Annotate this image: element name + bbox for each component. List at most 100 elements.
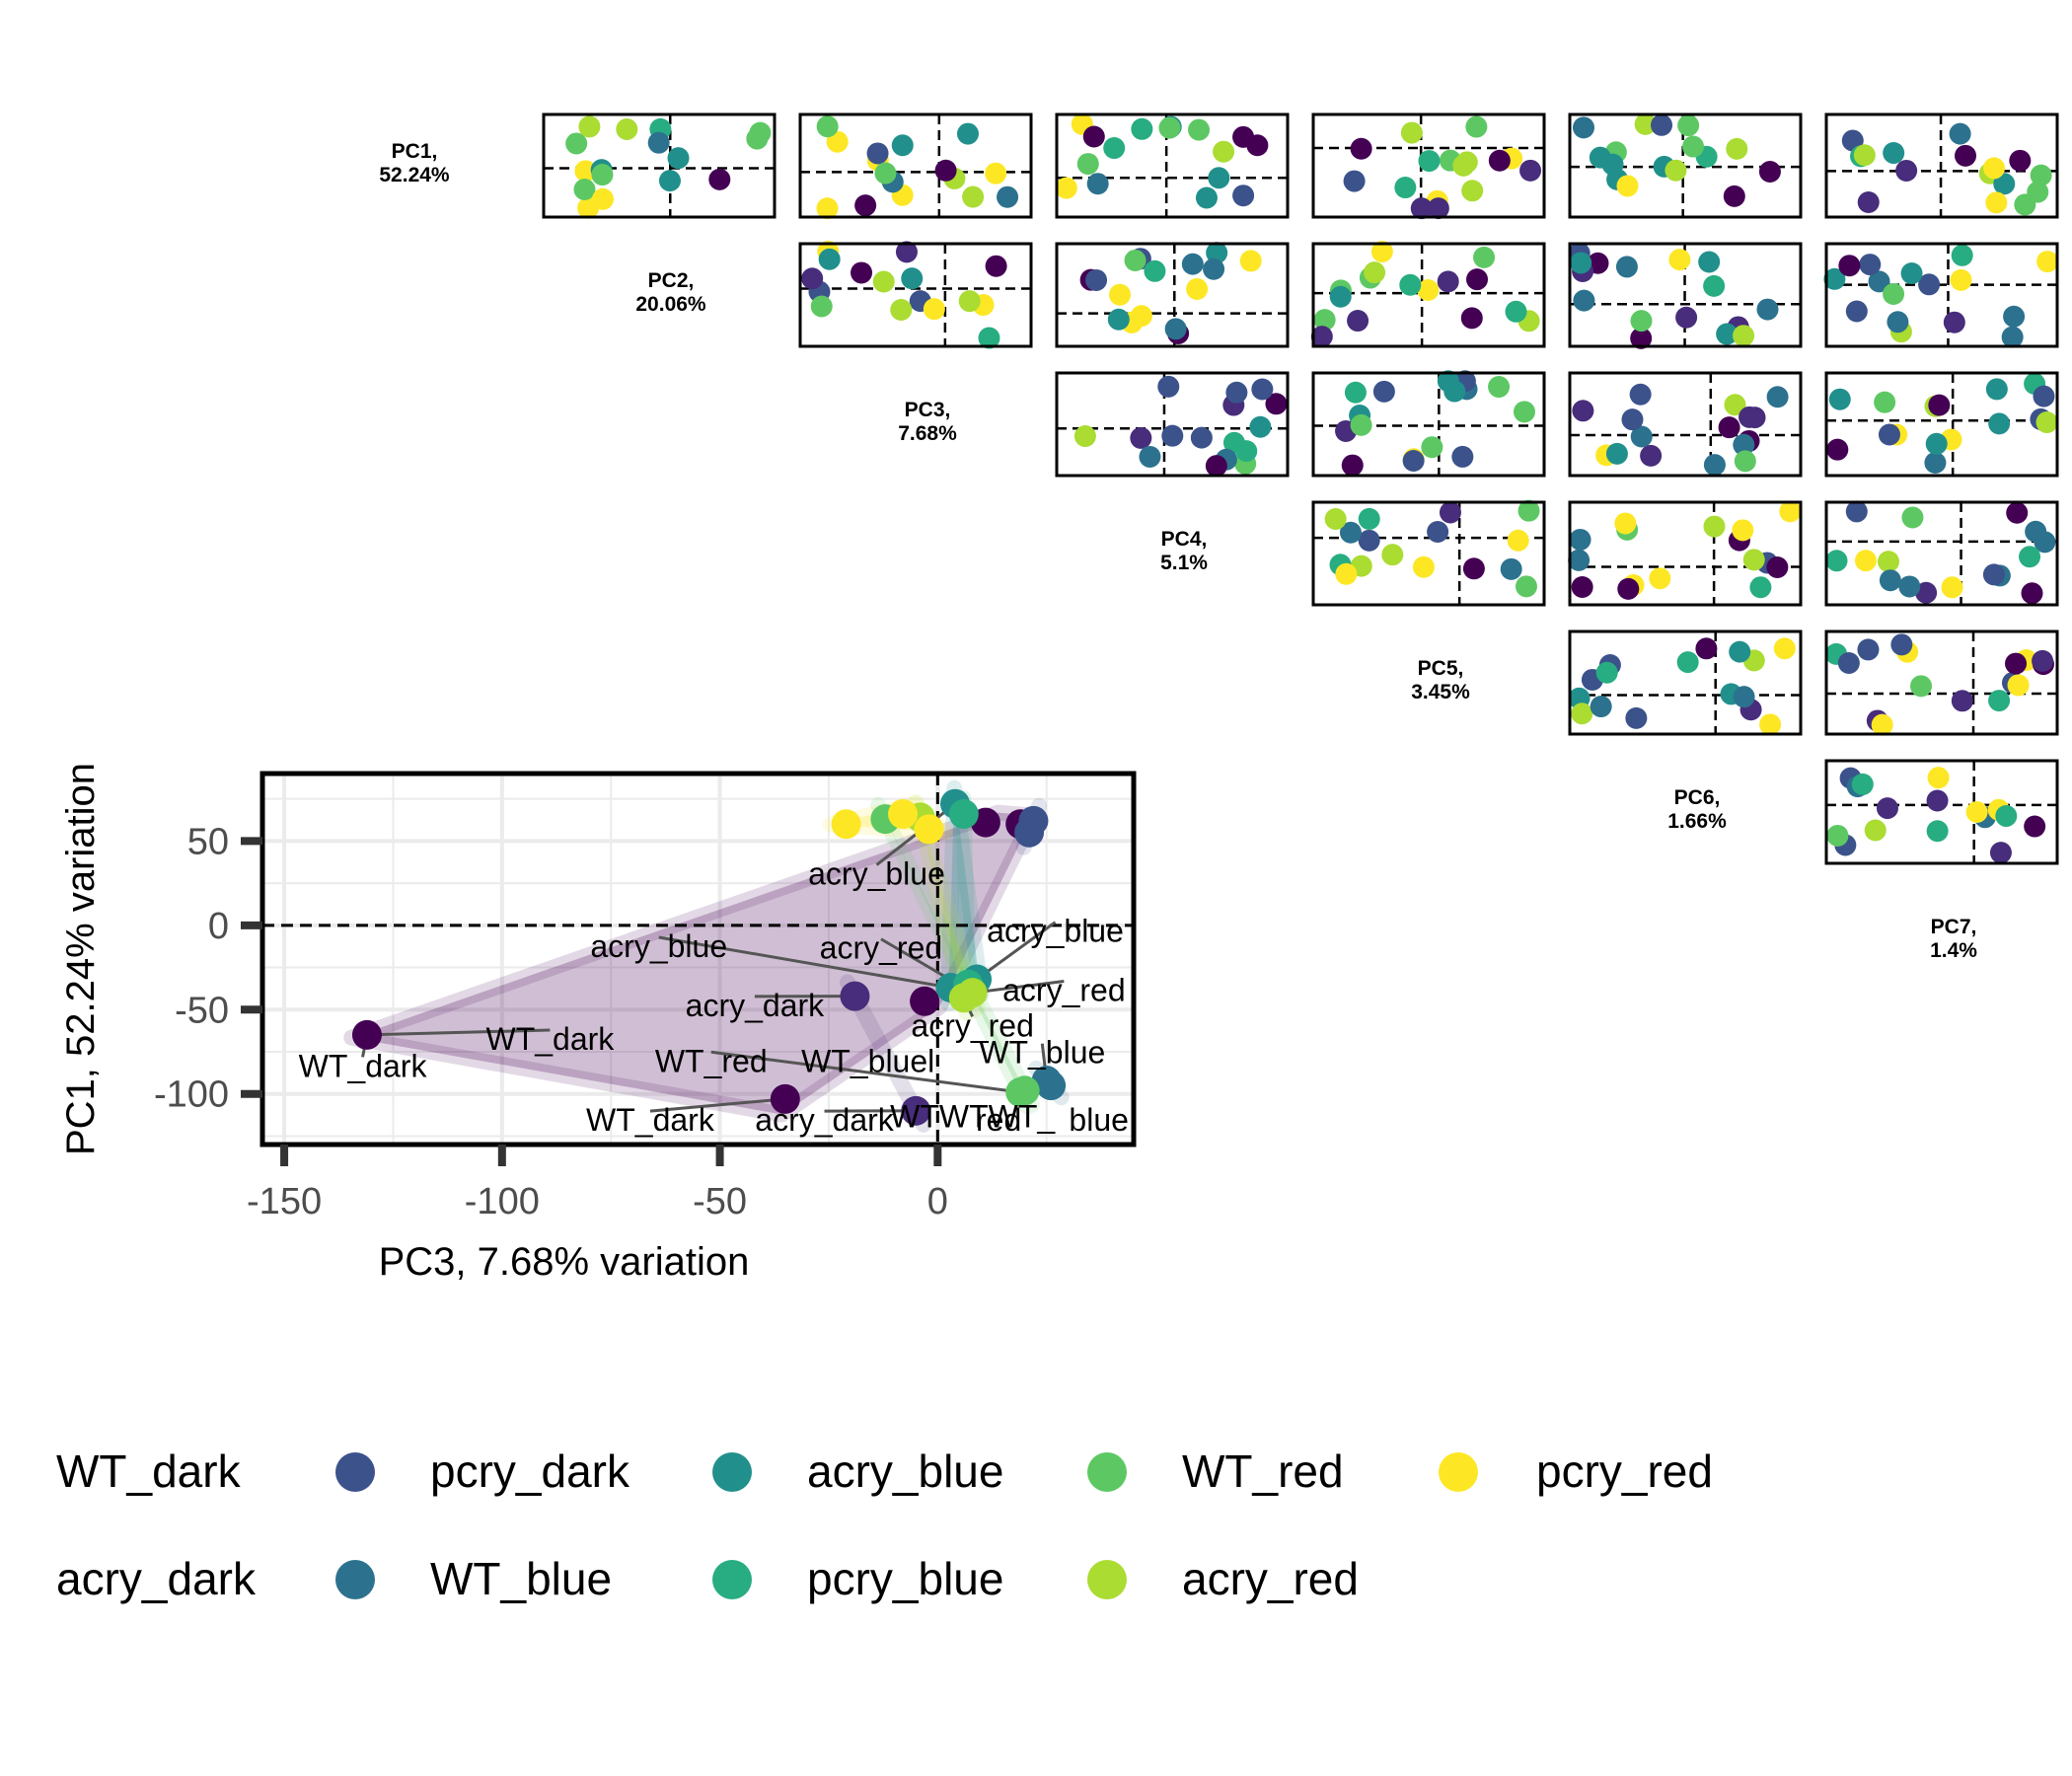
- panel-point: [1876, 797, 1898, 820]
- panel-point: [1488, 376, 1511, 399]
- panel-point: [647, 131, 670, 154]
- panel-frame: [1824, 371, 2059, 478]
- panel-point: [1086, 173, 1109, 195]
- panel-point: [1350, 137, 1372, 160]
- panel-point: [1085, 268, 1108, 291]
- panel-point: [1726, 137, 1748, 160]
- panel-point: [1857, 638, 1880, 661]
- data-point: [1014, 817, 1045, 848]
- panel-point: [1461, 180, 1484, 202]
- group-ellipse: [870, 796, 1041, 1115]
- panel-point: [1887, 311, 1909, 333]
- panel-point: [1895, 159, 1918, 182]
- panel-frame: [1824, 629, 2059, 736]
- panel-point: [1703, 515, 1726, 538]
- panel-point: [1901, 506, 1924, 529]
- panel-point: [2006, 501, 2029, 524]
- panel-point: [1605, 442, 1628, 465]
- panel-point: [1130, 305, 1152, 328]
- point-label: WT_dark: [485, 1021, 615, 1057]
- x-tick-label: -150: [247, 1181, 322, 1222]
- panel-point: [1900, 262, 1923, 285]
- panel-point: [1857, 190, 1880, 213]
- panel-point: [1572, 116, 1594, 139]
- panel-point: [1124, 249, 1147, 271]
- pairs-panel: [1311, 112, 1546, 220]
- panel-point: [1203, 258, 1225, 280]
- panel-point: [1955, 144, 1977, 167]
- panel-point: [1988, 412, 2011, 435]
- panel-point: [997, 185, 1019, 208]
- panel-point: [851, 261, 873, 284]
- panel-point: [1239, 250, 1262, 272]
- panel-point: [1733, 686, 1755, 708]
- diag-pc-label: PC6,: [1674, 786, 1721, 809]
- panel-point: [1649, 567, 1671, 590]
- data-point: [351, 1019, 382, 1050]
- panel-point: [1729, 640, 1751, 663]
- panel-point: [1630, 327, 1653, 349]
- panel-point: [1779, 500, 1802, 523]
- panel-point: [1749, 576, 1772, 599]
- panel-point: [1517, 499, 1540, 522]
- panel-point: [1825, 550, 1848, 572]
- panel-point: [1205, 455, 1227, 478]
- panel-point: [2024, 815, 2046, 838]
- pairs-panel: [1055, 242, 1290, 348]
- panel-point: [1232, 125, 1255, 148]
- panel-point: [1157, 375, 1180, 398]
- panel-point: [1055, 177, 1077, 199]
- panel-point: [1402, 450, 1425, 473]
- panel-point: [1982, 563, 2005, 586]
- panel-point: [591, 164, 614, 186]
- panel-point: [934, 159, 957, 182]
- panel-point: [1358, 507, 1380, 530]
- panel-point: [1925, 432, 1948, 455]
- panel-point: [1225, 381, 1248, 404]
- panel-point: [1630, 425, 1653, 448]
- panel-point: [1615, 256, 1638, 278]
- diag-pct-label: 5.1%: [1160, 552, 1208, 574]
- panel-point: [658, 170, 681, 192]
- x-tick-label: 0: [927, 1181, 948, 1222]
- panel-point: [578, 115, 601, 138]
- panel-point: [923, 298, 945, 321]
- point-label: acry_dark: [686, 988, 826, 1023]
- panel-point: [1621, 408, 1644, 431]
- panel-point: [1161, 424, 1184, 447]
- panel-point: [574, 160, 597, 183]
- panel-point: [2032, 649, 2054, 672]
- panel-point: [1616, 175, 1639, 197]
- panel-point: [1859, 254, 1882, 276]
- panel-point: [1186, 277, 1209, 300]
- diagonal-labels: PC1,52.24% PC2,20.06% PC3,7.68% PC4,5.1% PC5…: [379, 140, 1977, 962]
- panel-point: [1943, 311, 1965, 333]
- panel-point: [866, 142, 889, 165]
- pairs-panel: [1055, 371, 1290, 478]
- panel-point: [1665, 159, 1687, 182]
- panel-point: [901, 267, 924, 290]
- pairs-panel: [798, 241, 1033, 349]
- panel-point: [874, 162, 897, 185]
- diag-pc-label: PC2,: [648, 269, 695, 292]
- panel-point: [1853, 144, 1876, 167]
- panel-point: [1505, 300, 1527, 323]
- panel-point: [1341, 454, 1364, 477]
- panel-point: [1589, 146, 1611, 169]
- diag-pct-label: 1.66%: [1667, 810, 1727, 833]
- panel-point: [746, 127, 769, 150]
- panel-frame: [1055, 371, 1290, 478]
- panel-frame: [1568, 371, 1803, 478]
- label-leader: [366, 1028, 551, 1037]
- panel-point: [1418, 150, 1441, 173]
- pairs-panel: [1568, 112, 1803, 219]
- point-label: WT_bluel: [801, 1043, 934, 1078]
- panel-point: [1845, 300, 1868, 323]
- panel-point: [1572, 400, 1594, 422]
- panel-point: [1455, 151, 1478, 174]
- point-label: WTWTWT_: [890, 1099, 1056, 1135]
- panel-point: [592, 187, 615, 210]
- panel-point: [985, 162, 1007, 185]
- panel-point: [1890, 633, 1913, 656]
- data-point: [831, 809, 861, 840]
